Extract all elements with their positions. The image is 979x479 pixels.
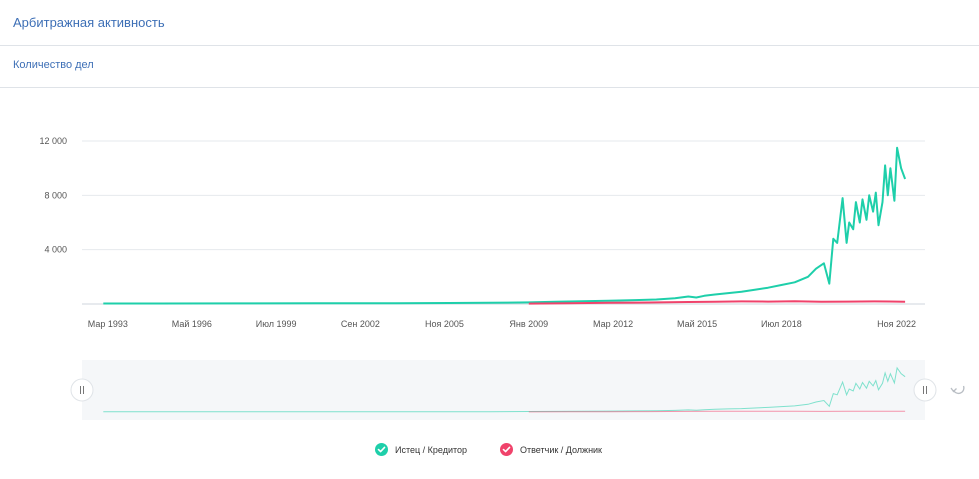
check-icon [500, 443, 513, 456]
legend-label-defendant: Ответчик / Должник [520, 444, 602, 455]
chart-area: 4 000 8 000 12 000 Мар 1993 Май 1996 Июл 199… [39, 136, 965, 420]
x-axis: Мар 1993 Май 1996 Июл 1999 Сен 2002 Ноя 2005… [88, 319, 916, 329]
navigator-background [82, 360, 925, 420]
y-tick-label: 12 000 [39, 136, 67, 146]
x-tick-label: Мар 2012 [593, 319, 633, 329]
range-navigator[interactable] [70, 360, 965, 420]
legend-item-defendant[interactable]: Ответчик / Должник [500, 443, 602, 456]
handle-circle [913, 378, 937, 402]
chart-legend: Истец / Кредитор Ответчик / Должник [0, 443, 979, 459]
navigator-handle-right[interactable] [913, 378, 937, 402]
x-tick-label: Янв 2009 [509, 319, 548, 329]
panel-header: Арбитражная активность [0, 0, 979, 46]
reset-icon-arrow [950, 387, 957, 393]
handle-circle [70, 378, 94, 402]
chart-series [103, 146, 907, 305]
x-tick-label: Июл 1999 [256, 319, 297, 329]
series-line-plaintiff [103, 146, 907, 305]
y-axis: 4 000 8 000 12 000 [39, 136, 67, 255]
y-tick-label: 8 000 [44, 190, 67, 200]
check-icon [375, 443, 388, 456]
legend-item-plaintiff[interactable]: Истец / Кредитор [375, 443, 467, 456]
y-tick-label: 4 000 [44, 245, 67, 255]
x-tick-label: Ноя 2022 [877, 319, 916, 329]
navigator-handle-left[interactable] [70, 378, 94, 402]
navigator-series-defendant [528, 410, 906, 413]
metric-title[interactable]: Количество дел [13, 59, 94, 71]
x-tick-label: Мар 1993 [88, 319, 128, 329]
series-line-defendant [528, 300, 906, 305]
metric-header: Количество дел [0, 46, 979, 88]
x-tick-label: Июл 2018 [761, 319, 802, 329]
reset-zoom-button[interactable] [950, 385, 965, 394]
chart-grid [82, 140, 925, 305]
x-tick-label: Май 1996 [172, 319, 212, 329]
x-tick-label: Май 2015 [677, 319, 717, 329]
x-tick-label: Ноя 2005 [425, 319, 464, 329]
page-title: Арбитражная активность [13, 15, 165, 30]
legend-label-plaintiff: Истец / Кредитор [395, 444, 468, 455]
x-tick-label: Сен 2002 [341, 319, 380, 329]
